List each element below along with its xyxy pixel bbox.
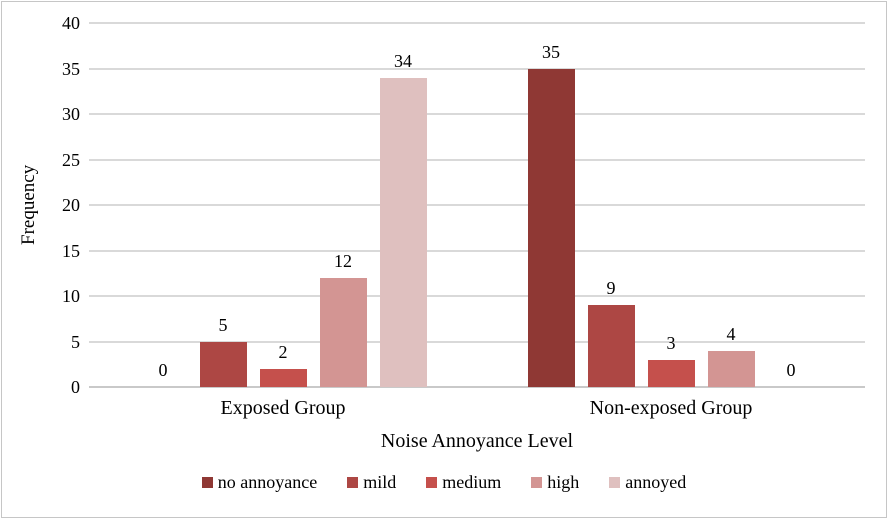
bar-annoyed-exposed xyxy=(379,77,427,387)
legend-label: high xyxy=(547,472,580,492)
legend-swatch-icon xyxy=(609,477,621,488)
legend-label: mild xyxy=(363,472,397,492)
bar-value-label: 4 xyxy=(726,323,736,344)
bar-mild-exposed xyxy=(199,341,247,387)
gridline-y-5 xyxy=(89,340,865,343)
legend-swatch-icon xyxy=(347,477,359,488)
plot-area: 0 5 2 12 34 35 9 3 4 0 xyxy=(89,22,865,388)
bar-value-label: 12 xyxy=(334,250,352,271)
bar-high-non-exposed xyxy=(707,350,755,387)
legend-label: annoyed xyxy=(625,472,687,492)
bar-value-label: 34 xyxy=(394,50,412,71)
category-label-non-exposed: Non-exposed Group xyxy=(589,397,753,419)
y-tick-label-15: 15 xyxy=(62,240,80,261)
y-tick-label-25: 25 xyxy=(62,149,80,170)
category-label-exposed: Exposed Group xyxy=(220,397,346,419)
bar-high-exposed xyxy=(319,277,367,387)
legend-item-high: high xyxy=(531,472,579,493)
y-tick-label-30: 30 xyxy=(62,104,80,124)
gridline-y-35 xyxy=(89,67,865,70)
legend-item-mild: mild xyxy=(347,472,396,493)
bar-medium-non-exposed xyxy=(647,359,695,387)
y-axis-title: Frequency xyxy=(18,164,39,246)
gridline-y-30 xyxy=(89,113,865,115)
gridline-y-20 xyxy=(89,204,865,206)
bar-value-label: 9 xyxy=(606,278,616,299)
bar-value-label: 3 xyxy=(666,332,676,353)
bar-no-annoyance-non-exposed xyxy=(527,68,575,387)
legend-label: no annoyance xyxy=(217,472,318,492)
legend-item-medium: medium xyxy=(426,472,501,493)
bar-value-label: 35 xyxy=(542,41,560,62)
bar-value-label: 2 xyxy=(278,341,288,362)
bar-mild-non-exposed xyxy=(587,305,635,387)
y-tick-label-40: 40 xyxy=(62,13,80,33)
y-tick-label-5: 5 xyxy=(71,331,80,352)
gridline-y-10 xyxy=(89,295,865,297)
bar-value-label: 5 xyxy=(218,314,228,335)
legend: no annoyance mild medium high annoyed xyxy=(2,472,886,493)
legend-swatch-icon xyxy=(531,477,543,488)
legend-swatch-icon xyxy=(201,477,213,488)
legend-item-no-annoyance: no annoyance xyxy=(201,472,318,493)
x-axis-title: Noise Annoyance Level xyxy=(380,430,574,452)
bar-value-label: 0 xyxy=(786,360,796,380)
gridline-y-15 xyxy=(89,249,865,252)
legend-label: medium xyxy=(442,472,502,492)
bar-medium-exposed xyxy=(259,368,307,387)
y-tick-label-0: 0 xyxy=(71,377,80,397)
legend-swatch-icon xyxy=(426,477,438,488)
legend-item-annoyed: annoyed xyxy=(609,472,686,493)
gridline-y-0 xyxy=(89,386,865,388)
gridline-y-25 xyxy=(89,158,865,161)
gridline-y-40 xyxy=(89,22,865,24)
y-tick-label-20: 20 xyxy=(62,195,80,215)
y-tick-label-10: 10 xyxy=(62,286,80,306)
y-tick-label-35: 35 xyxy=(62,58,80,79)
bar-value-label: 0 xyxy=(158,360,168,380)
